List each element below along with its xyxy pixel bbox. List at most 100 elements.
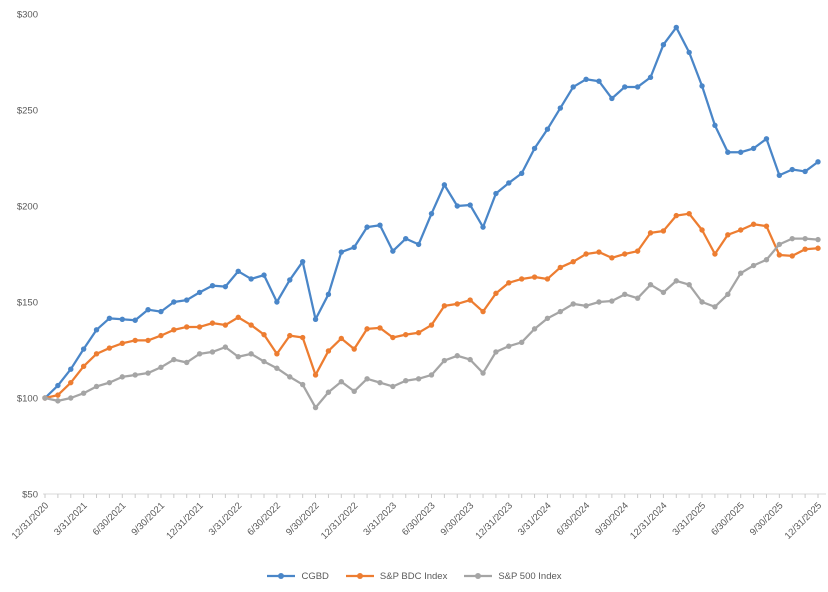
- data-point: [776, 172, 783, 178]
- data-point: [570, 258, 576, 265]
- data-point: [390, 248, 396, 254]
- data-point: [570, 301, 576, 307]
- data-point: [171, 299, 177, 305]
- x-axis-label: 9/30/2024: [593, 500, 631, 538]
- data-point: [196, 324, 203, 330]
- x-axis-label: 6/30/2023: [400, 500, 438, 538]
- data-point: [725, 149, 731, 155]
- data-point: [802, 246, 808, 252]
- legend-swatch-sp-bdc-icon: [345, 573, 374, 579]
- data-point: [763, 257, 770, 263]
- data-point: [222, 283, 229, 290]
- data-point: [815, 245, 821, 251]
- data-point: [106, 345, 113, 351]
- x-axis-label: 6/30/2022: [245, 500, 283, 538]
- data-point: [609, 95, 615, 102]
- data-point: [158, 332, 164, 339]
- data-point: [325, 389, 332, 395]
- data-point: [158, 308, 164, 315]
- data-point: [596, 299, 602, 305]
- x-axis-label: 12/31/2021: [164, 500, 205, 541]
- data-point: [583, 76, 589, 82]
- data-point: [815, 159, 821, 165]
- data-point: [725, 232, 731, 238]
- data-point: [622, 251, 628, 257]
- data-point: [145, 306, 151, 313]
- data-point: [325, 348, 332, 354]
- data-point: [80, 390, 87, 396]
- y-axis-label: $200: [17, 202, 38, 213]
- series-line-sp-bdc-index: [43, 212, 820, 400]
- data-point: [750, 145, 757, 152]
- data-point: [377, 222, 383, 228]
- legend-item-sp-500-index: S&P 500 Index: [463, 571, 562, 582]
- data-point: [415, 330, 422, 336]
- data-point: [325, 291, 332, 298]
- legend-swatch-sp-500-icon: [464, 573, 493, 579]
- data-point: [725, 291, 731, 298]
- data-point: [634, 295, 641, 301]
- data-point: [106, 379, 113, 386]
- data-point: [287, 277, 293, 283]
- data-point: [364, 326, 370, 332]
- data-point: [763, 223, 770, 229]
- x-axis-label: 3/31/2021: [52, 500, 90, 538]
- data-point: [467, 356, 473, 363]
- data-point: [480, 370, 486, 376]
- data-point: [338, 378, 345, 385]
- data-point: [467, 297, 473, 303]
- data-point: [145, 337, 151, 344]
- data-point: [312, 404, 319, 411]
- data-point: [750, 262, 757, 269]
- data-point: [531, 145, 538, 152]
- data-point: [493, 290, 499, 297]
- data-point: [248, 322, 254, 328]
- data-point: [274, 365, 280, 371]
- data-point: [789, 235, 795, 242]
- data-point: [351, 346, 357, 352]
- data-point: [609, 298, 615, 304]
- data-point: [132, 372, 138, 378]
- data-point: [403, 378, 409, 384]
- data-point: [441, 182, 448, 188]
- data-point: [750, 221, 757, 227]
- x-axis-label: 9/30/2021: [129, 500, 167, 538]
- legend-item-sp-bdc-index: S&P BDC Index: [345, 571, 447, 582]
- data-point: [403, 331, 409, 338]
- data-point: [222, 322, 229, 328]
- data-point: [544, 276, 551, 282]
- data-point: [570, 84, 576, 90]
- x-axis-label: 3/31/2024: [516, 500, 554, 538]
- data-point: [660, 289, 667, 296]
- chart-legend: CGBD S&P BDC Index S&P 500 Index: [0, 566, 828, 586]
- data-point: [544, 126, 551, 132]
- data-point: [261, 331, 267, 338]
- data-point: [467, 202, 473, 208]
- data-point: [274, 299, 280, 305]
- y-axis-label: $250: [17, 106, 38, 117]
- data-point: [235, 268, 241, 274]
- data-point: [686, 49, 692, 56]
- data-point: [209, 349, 216, 355]
- data-point: [583, 251, 589, 257]
- data-point: [196, 351, 203, 357]
- data-point: [93, 351, 100, 357]
- data-point: [287, 332, 293, 339]
- x-axis-label: 6/30/2021: [91, 500, 129, 538]
- data-point: [441, 357, 448, 364]
- data-point: [235, 354, 241, 360]
- data-point: [493, 349, 499, 355]
- legend-label-sp-bdc-index: S&P BDC Index: [379, 570, 448, 582]
- data-point: [622, 84, 628, 90]
- data-point: [42, 395, 48, 401]
- data-point: [93, 383, 100, 390]
- data-point: [338, 249, 345, 255]
- data-point: [351, 244, 357, 250]
- data-point: [403, 235, 409, 242]
- data-point: [312, 372, 319, 378]
- data-point: [145, 370, 151, 376]
- data-point: [287, 374, 293, 380]
- data-point: [441, 303, 448, 309]
- data-point: [248, 351, 254, 357]
- data-point: [738, 149, 744, 155]
